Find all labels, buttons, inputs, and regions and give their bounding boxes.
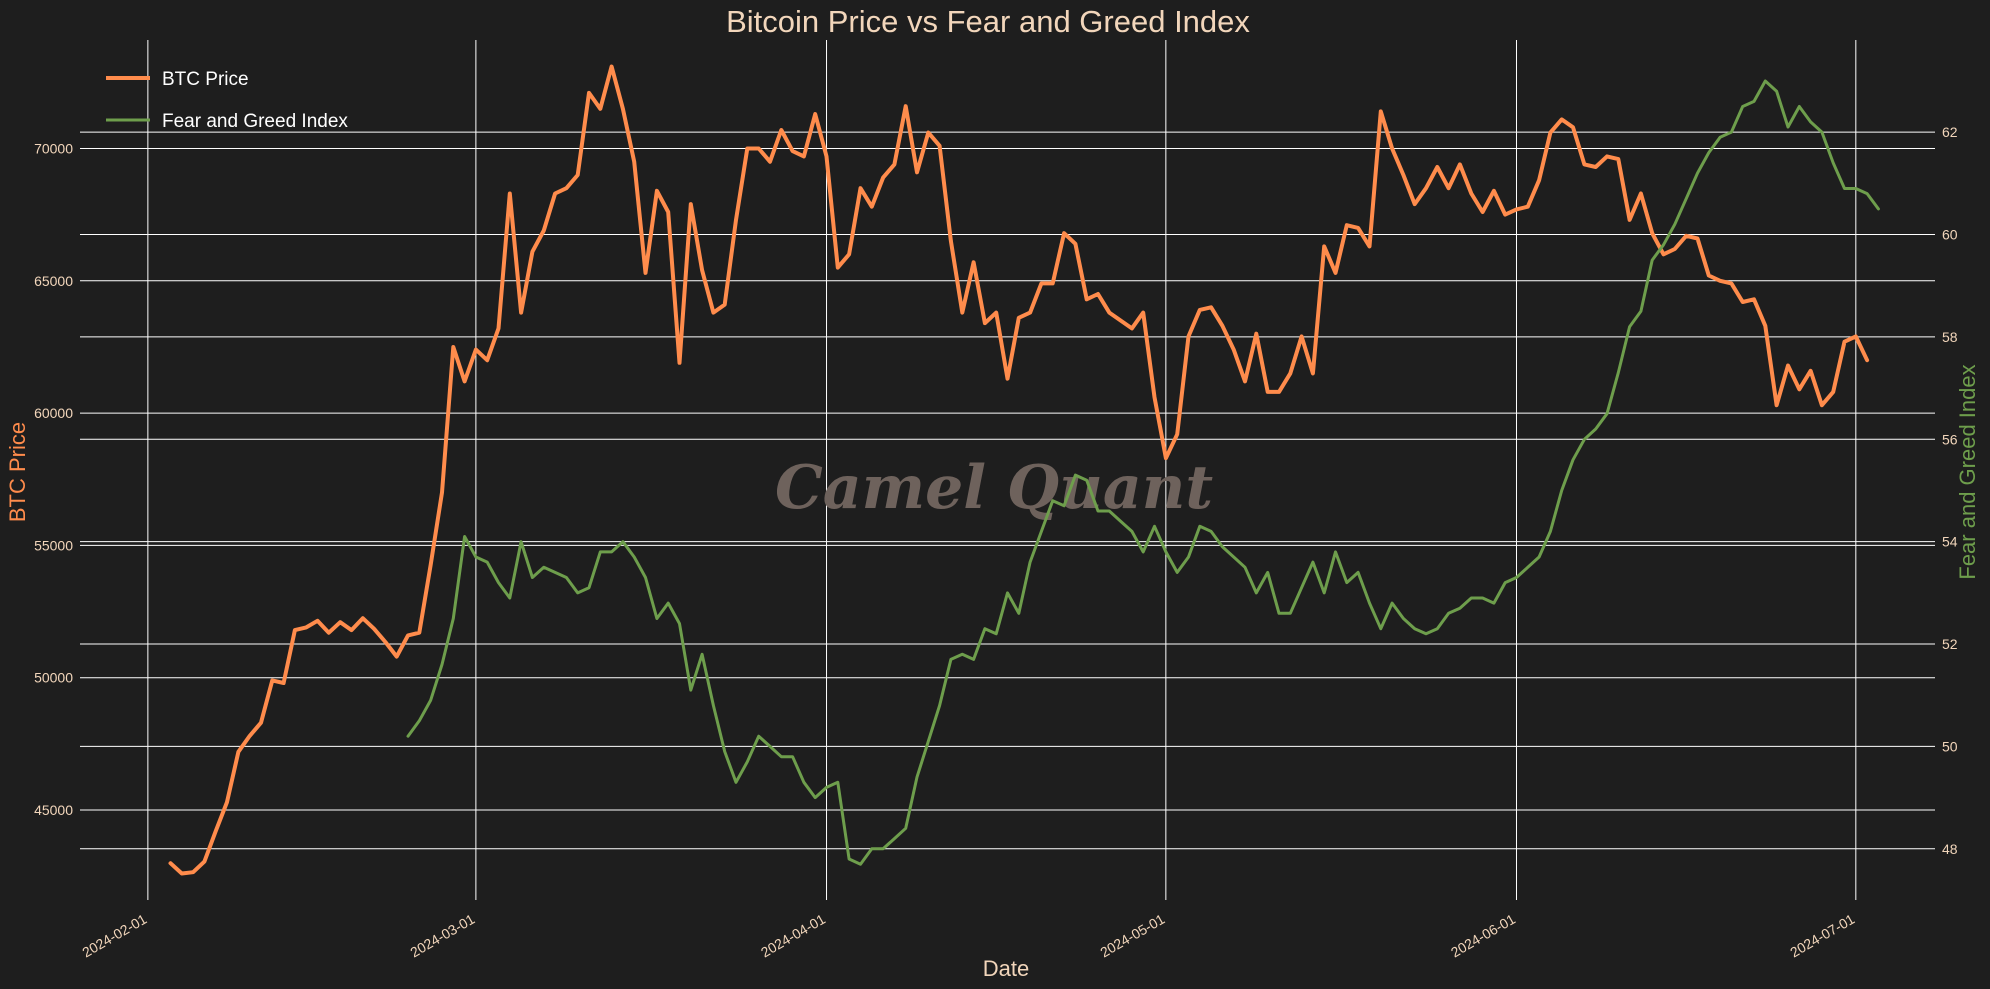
right-y-tick-label: 62 [1942,124,1958,140]
legend-btc-label: BTC Price [162,69,249,90]
series-line-btc-price [168,64,1870,876]
right-y-tick-label: 54 [1942,534,1958,550]
left-y-tick-label: 45000 [34,802,73,818]
left-y-gridlines [80,147,1935,811]
legend: BTC Price Fear and Greed Index [106,69,348,132]
left-y-tick-label: 60000 [34,405,73,421]
left-y-tick-label: 50000 [34,670,73,686]
right-y-tick-label: 48 [1942,841,1958,857]
chart-title: Bitcoin Price vs Fear and Greed Index [726,4,1250,39]
watermark: Camel Quant [775,453,1213,523]
y-axis-label-right: Fear and Greed Index [1955,364,1980,579]
right-y-tick-label: 60 [1942,227,1958,243]
left-y-tick-label: 65000 [34,273,73,289]
left-y-tick-label: 55000 [34,537,73,553]
y-axis-label-left: BTC Price [5,422,30,522]
right-y-tick-label: 56 [1942,431,1958,447]
right-y-tick-label: 58 [1942,329,1958,345]
series-layer [168,64,1880,876]
left-y-tick-label: 70000 [34,140,73,156]
right-y-gridlines [80,131,1935,850]
series-line-fear-and-greed [406,79,1880,866]
right-y-tick-label: 52 [1942,636,1958,652]
x-gridlines [147,40,1857,900]
x-axis-label: Date [983,956,1029,981]
right-y-tick-labels: 48 50 52 54 56 58 60 62 [1942,124,1958,857]
legend-fng-label: Fear and Greed Index [162,111,348,132]
left-y-tick-labels: 45000 50000 55000 60000 65000 70000 [34,140,73,818]
right-y-tick-label: 50 [1942,738,1958,754]
